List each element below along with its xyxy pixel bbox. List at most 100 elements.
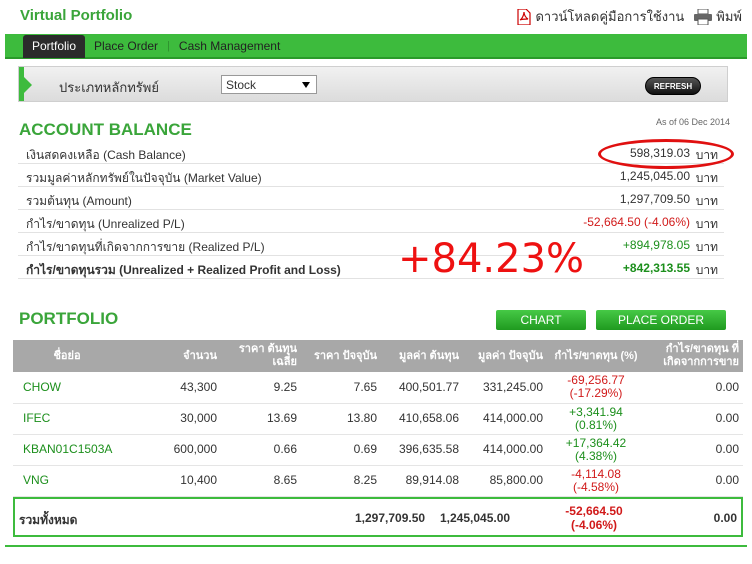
table-header-row: ชื่อย่อ จำนวน ราคา ต้นทุนเฉลี่ย ราคา ปัจ… xyxy=(13,340,743,372)
symbol-link[interactable]: CHOW xyxy=(13,372,121,404)
quantity-cell: 30,000 xyxy=(121,403,221,435)
realized-pl-value: +894,978.05 xyxy=(622,238,690,252)
cost-value-cell: 410,658.06 xyxy=(381,403,463,435)
amount-label: รวมต้นทุน (Amount) xyxy=(26,194,132,208)
amount-value: 1,297,709.50 xyxy=(619,192,690,206)
col-quantity: จำนวน xyxy=(121,340,221,372)
print-label: พิมพ์ xyxy=(716,9,742,24)
col-price: ราคา ปัจจุบัน xyxy=(301,340,381,372)
col-pl: กำไร/ขาดทุน (%) xyxy=(547,340,645,372)
amount-unit: บาท xyxy=(695,194,718,208)
pl-percent: (-17.29%) xyxy=(569,386,623,401)
table-row: IFEC 30,000 13.69 13.80 410,658.06 414,0… xyxy=(13,403,743,435)
symbol-link[interactable]: VNG xyxy=(13,465,121,497)
cost-value-cell: 89,914.08 xyxy=(381,465,463,497)
tab-place-order[interactable]: Place Order xyxy=(94,38,159,53)
portfolio-table: ชื่อย่อ จำนวน ราคา ต้นทุนเฉลี่ย ราคา ปัจ… xyxy=(13,340,743,497)
pl-cell: -69,256.77 (-17.29%) xyxy=(547,372,645,404)
pl-amount: +3,341.94 xyxy=(569,404,623,419)
pl-percent: (4.38%) xyxy=(574,448,618,463)
place-order-button[interactable]: PLACE ORDER xyxy=(596,310,726,330)
tab-portfolio[interactable]: Portfolio xyxy=(23,35,86,58)
col-realized: กำไร/ขาดทุน ที่ เกิดจากการขาย xyxy=(645,340,743,372)
pl-amount: -69,256.77 xyxy=(567,373,625,388)
price-cell: 8.25 xyxy=(301,465,381,497)
col-symbol: ชื่อย่อ xyxy=(13,340,121,372)
col-cost-value: มูลค่า ต้นทุน xyxy=(381,340,463,372)
avg-cost-cell: 13.69 xyxy=(221,403,301,435)
pdf-icon xyxy=(517,7,532,26)
cost-value-cell: 400,501.77 xyxy=(381,372,463,404)
avg-cost-cell: 8.65 xyxy=(221,465,301,497)
col-avg-cost: ราคา ต้นทุนเฉลี่ย xyxy=(221,340,301,372)
symbol-link[interactable]: KBAN01C1503A xyxy=(13,434,121,466)
printer-icon xyxy=(694,8,713,25)
pl-cell: +17,364.42 (4.38%) xyxy=(547,434,645,466)
price-cell: 13.80 xyxy=(301,403,381,435)
filter-accent xyxy=(19,67,24,101)
avg-cost-cell: 9.25 xyxy=(221,372,301,404)
cash-balance-label: เงินสดคงเหลือ (Cash Balance) xyxy=(26,148,186,162)
market-value-row: รวมมูลค่าหลักทรัพย์ในปัจจุบัน (Market Va… xyxy=(18,165,724,187)
realized-pl-row: กำไร/ขาดทุนที่เกิดจากการขาย (Realized P/… xyxy=(18,234,724,256)
realized-cell: 0.00 xyxy=(645,434,743,466)
security-type-value: Stock xyxy=(226,78,257,92)
unrealized-pl-label: กำไร/ขาดทุน (Unrealized P/L) xyxy=(26,217,185,231)
avg-cost-cell: 0.66 xyxy=(221,434,301,466)
unrealized-pl-unit: บาท xyxy=(695,217,718,231)
table-row: KBAN01C1503A 600,000 0.66 0.69 396,635.5… xyxy=(13,434,743,466)
market-value-cell: 85,800.00 xyxy=(463,465,547,497)
arrow-right-icon xyxy=(24,77,32,93)
realized-cell: 0.00 xyxy=(645,372,743,404)
portfolio-title: PORTFOLIO xyxy=(19,309,119,328)
footer-divider xyxy=(5,545,747,547)
realized-pl-label: กำไร/ขาดทุนที่เกิดจากการขาย (Realized P/… xyxy=(26,240,265,254)
realized-cell: 0.00 xyxy=(645,403,743,435)
market-value-unit: บาท xyxy=(695,171,718,185)
pl-percent: (-4.58%) xyxy=(572,479,619,494)
market-value-label: รวมมูลค่าหลักทรัพย์ในปัจจุบัน (Market Va… xyxy=(26,171,262,185)
realized-pl-unit: บาท xyxy=(695,240,718,254)
price-cell: 0.69 xyxy=(301,434,381,466)
market-value-cell: 331,245.00 xyxy=(463,372,547,404)
pl-cell: -4,114.08 (-4.58%) xyxy=(547,465,645,497)
price-cell: 7.65 xyxy=(301,372,381,404)
total-pl-percent: (-4.06%) xyxy=(570,518,617,532)
pl-percent: (0.81%) xyxy=(574,417,618,432)
pl-cell: +3,341.94 (0.81%) xyxy=(547,403,645,435)
unrealized-pl-row: กำไร/ขาดทุน (Unrealized P/L) -52,664.50 … xyxy=(18,211,724,233)
tab-cash-management[interactable]: Cash Management xyxy=(178,38,281,53)
total-pl: -52,664.50 (-4.06%) xyxy=(561,504,627,532)
as-of-date: As of 06 Dec 2014 xyxy=(655,117,730,127)
portfolio-total-row: รวมทั้งหมด 1,297,709.50 1,245,045.00 -52… xyxy=(13,497,743,537)
total-cost-value: 1,297,709.50 xyxy=(355,511,426,525)
quantity-cell: 43,300 xyxy=(121,372,221,404)
total-realized: 0.00 xyxy=(713,511,737,525)
print-link[interactable]: พิมพ์ xyxy=(694,6,742,27)
download-manual-link[interactable]: ดาวน์โหลดคู่มือการใช้งาน xyxy=(517,6,684,27)
page-title: Virtual Portfolio xyxy=(20,7,133,24)
pl-amount: +17,364.42 xyxy=(565,435,627,450)
main-tabs: Portfolio Place Order | Cash Management xyxy=(5,34,747,59)
amount-row: รวมต้นทุน (Amount) 1,297,709.50 บาท xyxy=(18,188,724,210)
realized-cell: 0.00 xyxy=(645,465,743,497)
tab-separator: | xyxy=(167,39,170,52)
table-row: VNG 10,400 8.65 8.25 89,914.08 85,800.00… xyxy=(13,465,743,497)
security-type-label: ประเภทหลักทรัพย์ xyxy=(59,80,159,95)
symbol-link[interactable]: IFEC xyxy=(13,403,121,435)
account-balance-title: ACCOUNT BALANCE xyxy=(19,120,192,139)
total-pl-unit: บาท xyxy=(695,263,718,277)
highlight-circle xyxy=(598,139,734,169)
total-market-value: 1,245,045.00 xyxy=(440,511,511,525)
chevron-down-icon xyxy=(302,82,310,88)
refresh-button[interactable]: REFRESH xyxy=(645,77,701,95)
table-row: CHOW 43,300 9.25 7.65 400,501.77 331,245… xyxy=(13,372,743,404)
chart-button[interactable]: CHART xyxy=(496,310,586,330)
security-type-select[interactable]: Stock xyxy=(221,75,317,94)
pl-amount: -4,114.08 xyxy=(571,466,621,481)
market-value-value: 1,245,045.00 xyxy=(619,169,690,183)
quantity-cell: 600,000 xyxy=(121,434,221,466)
quantity-cell: 10,400 xyxy=(121,465,221,497)
market-value-cell: 414,000.00 xyxy=(463,434,547,466)
col-market-value: มูลค่า ปัจจุบัน xyxy=(463,340,547,372)
